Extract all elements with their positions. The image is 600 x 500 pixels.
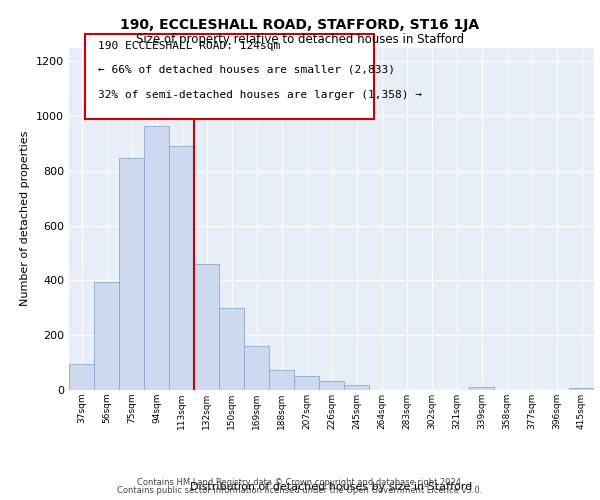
- Text: 32% of semi-detached houses are larger (1,358) →: 32% of semi-detached houses are larger (…: [98, 90, 422, 101]
- Text: 190, ECCLESHALL ROAD, STAFFORD, ST16 1JA: 190, ECCLESHALL ROAD, STAFFORD, ST16 1JA: [121, 18, 479, 32]
- Bar: [194, 264, 219, 390]
- Bar: [244, 346, 269, 390]
- Text: Contains HM Land Registry data © Crown copyright and database right 2024.: Contains HM Land Registry data © Crown c…: [137, 478, 463, 487]
- Bar: [294, 376, 319, 390]
- Text: Size of property relative to detached houses in Stafford: Size of property relative to detached ho…: [136, 34, 464, 46]
- Bar: [569, 388, 594, 390]
- Bar: [94, 282, 119, 390]
- Bar: [269, 370, 294, 390]
- Bar: [319, 381, 344, 390]
- X-axis label: Distribution of detached houses by size in Stafford: Distribution of detached houses by size …: [190, 482, 473, 492]
- Bar: [219, 308, 244, 390]
- Bar: [144, 126, 169, 390]
- Bar: [169, 146, 194, 390]
- Bar: [469, 388, 494, 390]
- Text: ← 66% of detached houses are smaller (2,833): ← 66% of detached houses are smaller (2,…: [98, 64, 395, 74]
- Bar: [119, 158, 144, 390]
- Text: 190 ECCLESHALL ROAD: 124sqm: 190 ECCLESHALL ROAD: 124sqm: [98, 40, 280, 50]
- Bar: [69, 364, 94, 390]
- Bar: [344, 386, 369, 390]
- Y-axis label: Number of detached properties: Number of detached properties: [20, 131, 31, 306]
- Text: Contains public sector information licensed under the Open Government Licence v3: Contains public sector information licen…: [118, 486, 482, 495]
- FancyBboxPatch shape: [85, 34, 373, 119]
